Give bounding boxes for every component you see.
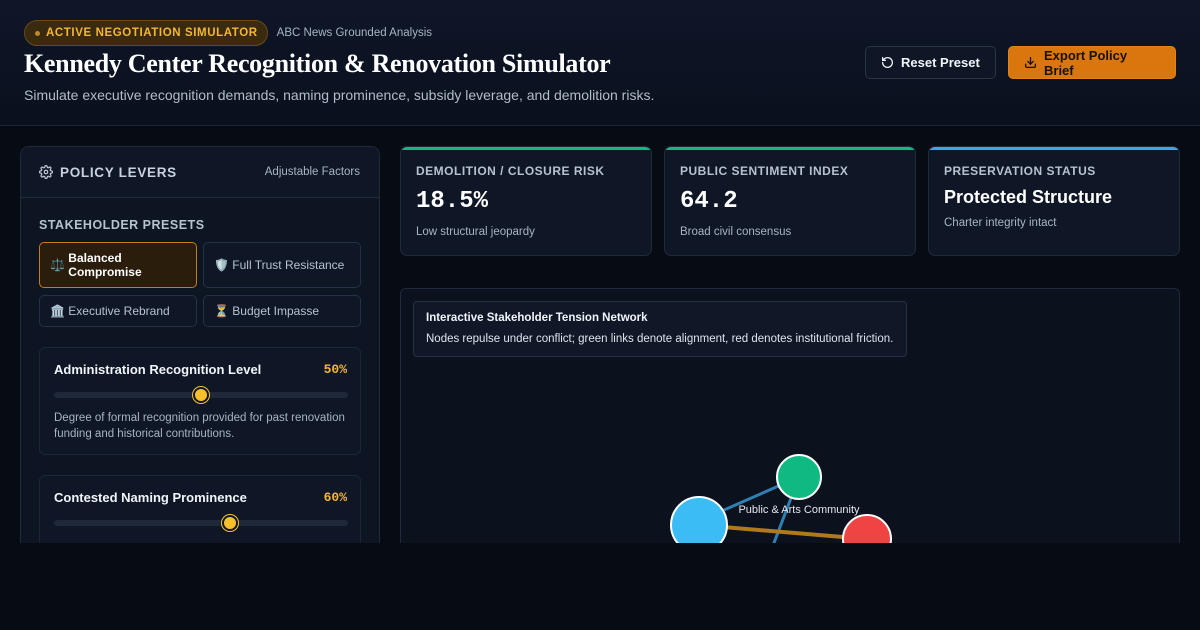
page-title: Kennedy Center Recognition & Renovation …	[24, 49, 611, 78]
presets-heading: STAKEHOLDER PRESETS	[39, 218, 205, 232]
metric-note: Charter integrity intact	[944, 217, 1057, 229]
metric-accent-bar	[929, 147, 1179, 150]
slider-value: 50%	[323, 362, 347, 377]
metric-label: PRESERVATION STATUS	[944, 164, 1096, 178]
metric-accent-bar	[401, 147, 651, 150]
preset-label: Full Trust Resistance	[232, 258, 345, 272]
panel-header: POLICY LEVERS Adjustable Factors	[21, 147, 379, 198]
slider-description: Degree of formal recognition provided fo…	[54, 412, 345, 440]
badge-row: ACTIVE NEGOTIATION SIMULATOR ABC News Gr…	[24, 20, 432, 46]
policy-levers-panel: POLICY LEVERS Adjustable Factors STAKEHO…	[20, 146, 380, 566]
bottom-area	[0, 543, 1200, 630]
metric-value: 64.2	[680, 188, 738, 215]
source-label: ABC News Grounded Analysis	[276, 27, 432, 39]
metric-note: Broad civil consensus	[680, 226, 792, 238]
status-badge: ACTIVE NEGOTIATION SIMULATOR	[24, 20, 268, 46]
download-icon	[1024, 56, 1037, 69]
gear-icon	[39, 165, 53, 179]
header: ACTIVE NEGOTIATION SIMULATOR ABC News Gr…	[0, 0, 1200, 126]
page-subtitle: Simulate executive recognition demands, …	[24, 87, 655, 103]
network-description: Nodes repulse under conflict; green link…	[426, 333, 894, 345]
metric-accent-bar	[665, 147, 915, 150]
status-dot-icon	[35, 30, 40, 36]
reset-preset-button[interactable]: Reset Preset	[865, 46, 996, 79]
metric-demolition-risk: DEMOLITION / CLOSURE RISK 18.5% Low stru…	[400, 146, 652, 256]
slider-track[interactable]	[54, 515, 348, 531]
preset-budget-impasse[interactable]: ⏳ Budget Impasse	[203, 295, 361, 327]
export-policy-brief-label: Export Policy Brief	[1044, 47, 1128, 78]
node-label: Public & Arts Community	[738, 504, 860, 516]
slider-thumb[interactable]	[193, 387, 209, 403]
preset-full-trust-resistance[interactable]: 🛡️ Full Trust Resistance	[203, 242, 361, 288]
balance-scale-icon: ⚖️	[50, 258, 65, 272]
slider-thumb[interactable]	[222, 515, 239, 531]
metric-value: 18.5%	[416, 188, 489, 215]
network-canvas[interactable]: Public & Arts Community	[401, 289, 1180, 588]
metric-label: DEMOLITION / CLOSURE RISK	[416, 164, 605, 178]
network-title: Interactive Stakeholder Tension Network	[426, 312, 648, 324]
slider-track[interactable]	[54, 387, 348, 403]
reset-preset-label: Reset Preset	[901, 55, 980, 70]
panel-title: POLICY LEVERS	[39, 165, 177, 180]
preset-label: Executive Rebrand	[68, 304, 170, 318]
metric-status: Protected Structure	[944, 187, 1113, 207]
metric-preservation-status: PRESERVATION STATUS Protected Structure …	[928, 146, 1180, 256]
slider-value: 60%	[323, 490, 347, 505]
panel-title-label: POLICY LEVERS	[60, 164, 177, 180]
preset-executive-rebrand[interactable]: 🏛️ Executive Rebrand	[39, 295, 197, 327]
panel-aux-label: Adjustable Factors	[264, 166, 360, 178]
refresh-icon	[881, 56, 893, 68]
badge-label: ACTIVE NEGOTIATION SIMULATOR	[46, 27, 258, 39]
metric-label: PUBLIC SENTIMENT INDEX	[680, 164, 849, 178]
export-policy-brief-button[interactable]: Export Policy Brief	[1008, 46, 1176, 79]
slider-label: Contested Naming Prominence	[54, 490, 247, 505]
classical-building-icon: 🏛️	[50, 304, 65, 318]
network-info-box: Interactive Stakeholder Tension Network …	[413, 301, 907, 357]
metric-public-sentiment: PUBLIC SENTIMENT INDEX 64.2 Broad civil …	[664, 146, 916, 256]
slider-label: Administration Recognition Level	[54, 362, 262, 377]
slider-recognition-level: Administration Recognition Level 50% Deg…	[39, 347, 361, 455]
stakeholder-node[interactable]	[776, 454, 822, 500]
preset-balanced-compromise[interactable]: ⚖️ Balanced Compromise	[39, 242, 197, 288]
shield-icon: 🛡️	[214, 258, 229, 272]
preset-label: Budget Impasse	[232, 304, 320, 318]
metric-note: Low structural jeopardy	[416, 226, 535, 238]
preset-label: Balanced Compromise	[68, 251, 142, 279]
hourglass-icon: ⏳	[214, 304, 229, 318]
stakeholder-network[interactable]: Public & Arts Community Interactive Stak…	[400, 288, 1180, 588]
